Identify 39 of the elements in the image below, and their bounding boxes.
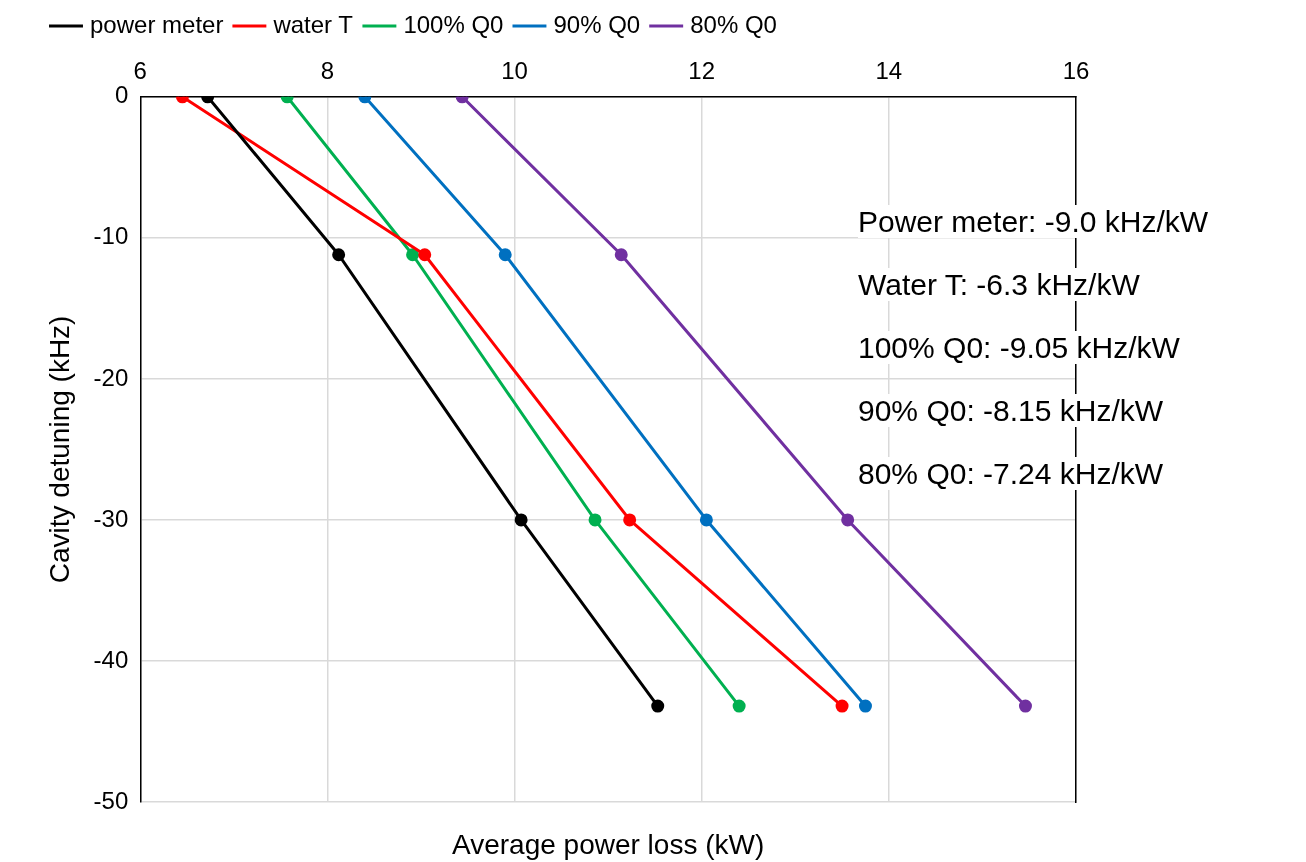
annotation: Power meter: -9.0 kHz/kW bbox=[858, 205, 1209, 238]
legend-label: power meter bbox=[90, 10, 224, 38]
annotation: 100% Q0: -9.05 kHz/kW bbox=[858, 331, 1180, 364]
point bbox=[699, 513, 713, 527]
point bbox=[841, 513, 855, 527]
x-tick-label: 10 bbox=[501, 57, 528, 85]
point bbox=[498, 248, 512, 262]
y-tick-label: -20 bbox=[93, 363, 129, 391]
y-tick-label: -10 bbox=[93, 222, 129, 250]
point bbox=[623, 513, 637, 527]
point bbox=[514, 513, 528, 527]
point bbox=[835, 699, 849, 713]
x-tick-label: 8 bbox=[320, 57, 335, 85]
point bbox=[332, 248, 346, 262]
point bbox=[651, 699, 665, 713]
legend-label: 100% Q0 bbox=[403, 10, 504, 38]
x-tick-label: 16 bbox=[1062, 57, 1090, 85]
point bbox=[406, 248, 420, 262]
annotation: Water T: -6.3 kHz/kW bbox=[858, 268, 1140, 301]
x-axis-title: Average power loss (kW) bbox=[452, 829, 765, 860]
point bbox=[732, 699, 746, 713]
annotation: 80% Q0: -7.24 kHz/kW bbox=[858, 457, 1164, 490]
y-tick-label: -30 bbox=[93, 504, 129, 532]
y-tick-label: -40 bbox=[93, 645, 129, 673]
legend-label: water T bbox=[272, 10, 354, 38]
point bbox=[588, 513, 602, 527]
x-tick-label: 12 bbox=[688, 57, 716, 85]
legend-label: 80% Q0 bbox=[690, 10, 777, 38]
point bbox=[614, 248, 628, 262]
y-tick-label: -50 bbox=[93, 786, 129, 814]
point bbox=[418, 248, 432, 262]
point bbox=[858, 699, 872, 713]
legend-label: 90% Q0 bbox=[553, 10, 641, 38]
x-tick-label: 14 bbox=[875, 57, 903, 85]
annotation: 90% Q0: -8.15 kHz/kW bbox=[858, 394, 1164, 427]
y-axis-title: Cavity detuning (kHz) bbox=[43, 315, 75, 584]
y-tick-label: 0 bbox=[114, 81, 129, 109]
x-tick-label: 6 bbox=[133, 57, 147, 85]
point bbox=[1018, 699, 1032, 713]
